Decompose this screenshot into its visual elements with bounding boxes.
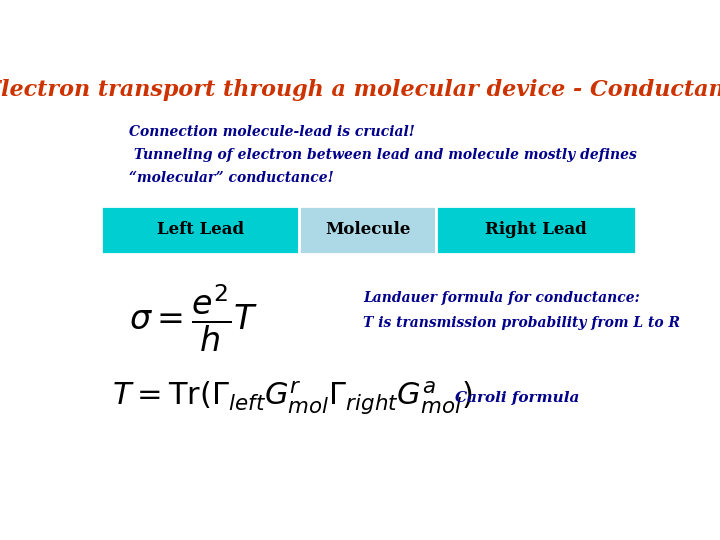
Text: T is transmission probability from L to R: T is transmission probability from L to … <box>364 316 680 330</box>
Text: Right Lead: Right Lead <box>485 221 587 238</box>
FancyBboxPatch shape <box>300 206 436 254</box>
Text: “molecular” conductance!: “molecular” conductance! <box>129 171 334 185</box>
Text: Molecule: Molecule <box>325 221 410 238</box>
Text: $\sigma = \dfrac{e^2}{h}T$: $\sigma = \dfrac{e^2}{h}T$ <box>129 283 258 354</box>
Text: $T = \mathrm{Tr}(\Gamma_{left}G^r_{mol}\Gamma_{right}G^a_{mol})$: $T = \mathrm{Tr}(\Gamma_{left}G^r_{mol}\… <box>112 379 472 416</box>
FancyBboxPatch shape <box>436 206 636 254</box>
Text: Caroli formula: Caroli formula <box>456 391 580 405</box>
Text: Tunneling of electron between lead and molecule mostly defines: Tunneling of electron between lead and m… <box>129 148 636 162</box>
Text: Left Lead: Left Lead <box>157 221 244 238</box>
Text: Connection molecule-lead is crucial!: Connection molecule-lead is crucial! <box>129 125 415 139</box>
FancyBboxPatch shape <box>101 206 300 254</box>
Text: Electron transport through a molecular device - Conductance: Electron transport through a molecular d… <box>0 79 720 102</box>
Text: Landauer formula for conductance:: Landauer formula for conductance: <box>364 292 640 306</box>
